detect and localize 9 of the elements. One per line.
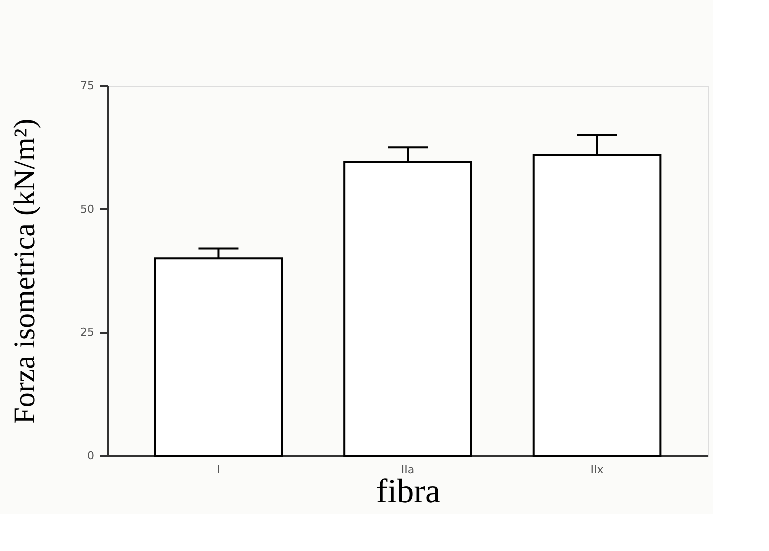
x-axis-title: fibra: [376, 474, 441, 510]
y-tick-label: 50: [80, 202, 94, 216]
x-tick-label: I: [217, 464, 220, 476]
y-tick-label: 25: [80, 326, 94, 340]
x-tick-label: IIa: [401, 464, 415, 476]
y-axis-title: Forza isometrica (kN/m²): [8, 118, 42, 424]
x-tick-label: IIx: [590, 464, 604, 476]
y-tick-label: 0: [88, 450, 94, 462]
y-tick-label: 75: [80, 80, 94, 92]
